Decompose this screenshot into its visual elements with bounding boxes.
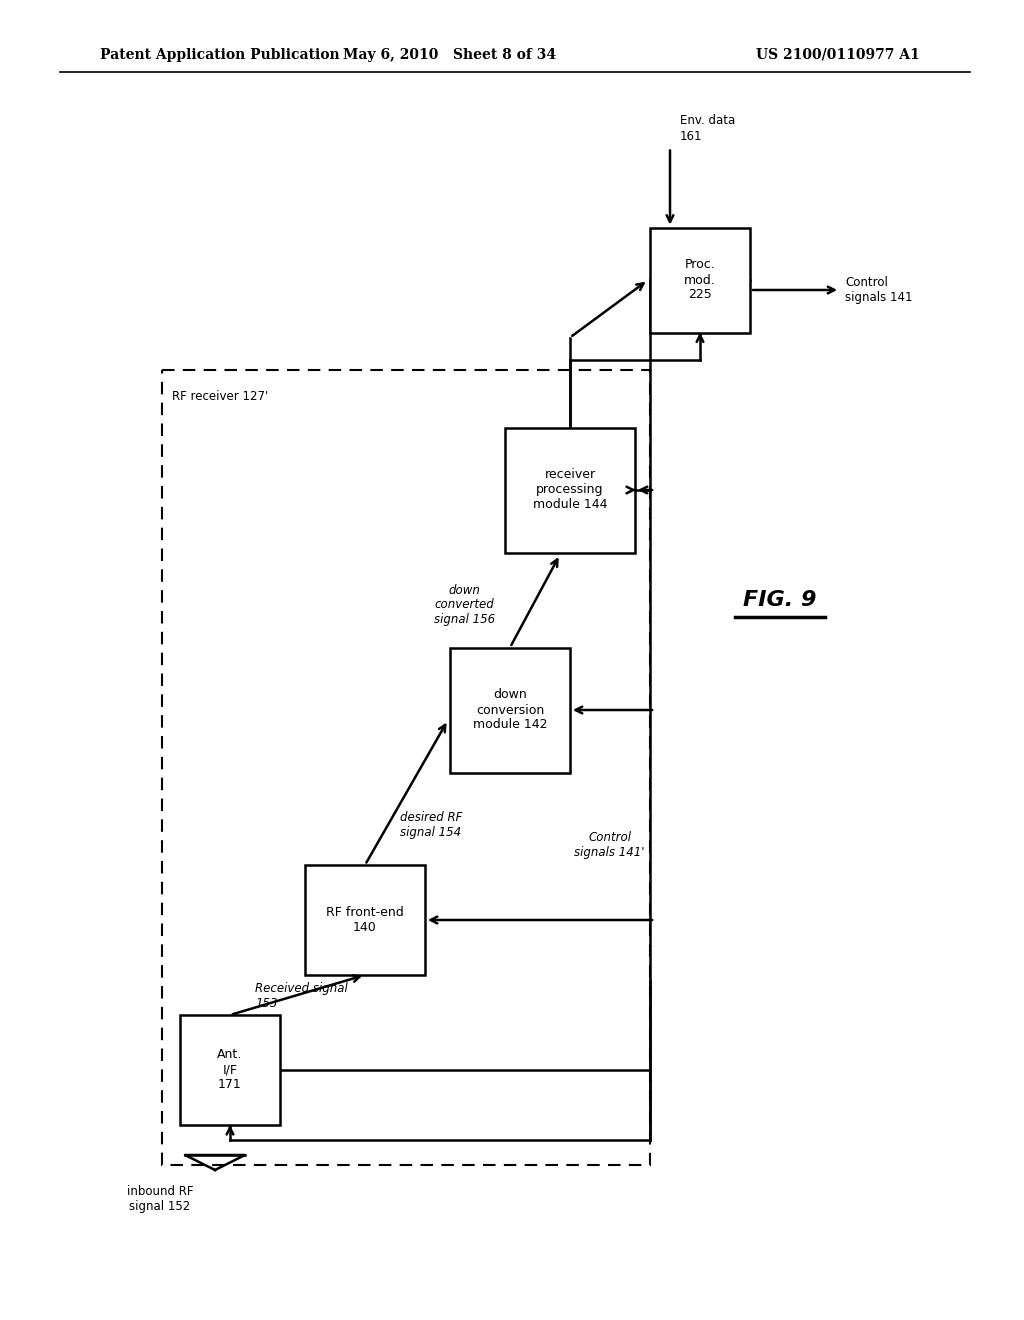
Text: Control
signals 141': Control signals 141' — [574, 832, 645, 859]
Bar — [450, 648, 570, 772]
Text: FIG. 9: FIG. 9 — [743, 590, 817, 610]
Text: Received signal
153: Received signal 153 — [255, 982, 348, 1010]
Text: RF front-end
140: RF front-end 140 — [326, 906, 403, 935]
Bar — [505, 428, 635, 553]
Text: May 6, 2010   Sheet 8 of 34: May 6, 2010 Sheet 8 of 34 — [343, 48, 557, 62]
Text: receiver
processing
module 144: receiver processing module 144 — [532, 469, 607, 511]
Text: Patent Application Publication: Patent Application Publication — [100, 48, 340, 62]
Bar — [650, 227, 750, 333]
Text: inbound RF
signal 152: inbound RF signal 152 — [127, 1185, 194, 1213]
Bar — [305, 865, 425, 975]
Text: US 2100/0110977 A1: US 2100/0110977 A1 — [757, 48, 920, 62]
Bar — [162, 370, 650, 1166]
Text: Ant.
I/F
171: Ant. I/F 171 — [217, 1048, 243, 1092]
Text: Control
signals 141: Control signals 141 — [845, 276, 912, 304]
Text: down
conversion
module 142: down conversion module 142 — [473, 689, 547, 731]
Text: Proc.
mod.
225: Proc. mod. 225 — [684, 259, 716, 301]
Bar — [180, 1015, 280, 1125]
Text: desired RF
signal 154: desired RF signal 154 — [400, 810, 463, 840]
Text: RF receiver 127': RF receiver 127' — [172, 389, 268, 403]
Text: Env. data
161: Env. data 161 — [680, 115, 735, 143]
Text: down
converted
signal 156: down converted signal 156 — [434, 583, 495, 627]
